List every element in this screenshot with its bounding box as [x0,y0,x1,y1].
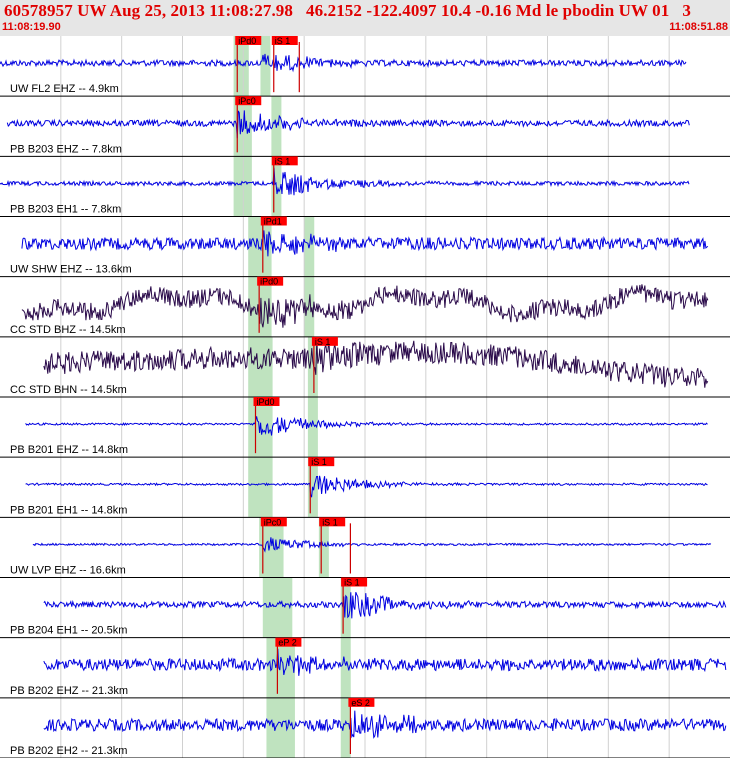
waveform-trace [32,537,712,553]
station-label: CC STD BHN -- 14.5km [10,384,127,396]
waveform-trace [43,592,727,619]
waveform-trace [0,167,690,196]
phase-pick-marker[interactable] [271,36,298,45]
seismogram-panel[interactable]: iPd0 iS 1 iPc0 iS 1 iPd1 iPd0 iS 1 iPd0 iS 1 iPc0… [0,36,730,758]
station-label: PB B201 EH1 -- 14.8km [10,504,127,516]
phase-pick-label: iPc0 [238,96,256,106]
phase-pick-label: iS 1 [275,36,291,46]
phase-pick-label: iS 1 [322,517,338,527]
phase-pick-label: iPc0 [264,517,282,527]
waveform-trace [43,648,727,676]
phase-pick-marker[interactable] [311,336,338,346]
waveform-trace [43,710,727,739]
pick-window-p [248,457,273,518]
phase-pick-label: iS 1 [315,337,331,347]
phase-pick-label: iS 1 [311,457,327,467]
waveform-trace [0,53,687,73]
pick-window-s [304,276,315,337]
station-label: UW FL2 EHZ -- 4.9km [10,83,119,95]
phase-pick-marker[interactable] [235,36,262,45]
station-label: PB B201 EHZ -- 14.8km [10,444,128,456]
phase-pick-label: iPd0 [260,277,278,287]
station-label: PB B202 EH2 -- 21.3km [10,745,127,757]
station-label: UW SHW EHZ -- 13.6km [10,264,132,276]
phase-pick-marker[interactable] [319,517,346,527]
waveform-trace [21,284,709,328]
pick-window-p [233,156,252,217]
phase-pick-label: iPd0 [257,397,275,407]
pick-window-s [307,397,318,458]
waveform-trace [43,339,709,388]
phase-pick-marker[interactable] [235,96,262,106]
start-time-label: 11:08:19.90 [2,21,61,33]
pick-window-p [248,276,272,337]
phase-pick-marker[interactable] [348,697,375,707]
phase-pick-marker[interactable] [308,457,335,467]
station-label: CC STD BHZ -- 14.5km [10,324,126,336]
pick-window-p [248,216,272,277]
waveform-trace [25,416,708,436]
station-label: UW LVP EHZ -- 16.6km [10,565,126,577]
phase-pick-label: iS 1 [275,156,291,166]
phase-pick-marker[interactable] [257,276,284,286]
pick-window-s [340,637,351,698]
waveform-trace [25,475,708,498]
station-label: PB B203 EHZ -- 7.8km [10,143,122,155]
waveform-trace [21,230,709,257]
pick-window-p [262,577,293,638]
phase-pick-marker[interactable] [271,156,298,166]
station-label: PB B204 EH1 -- 20.5km [10,625,127,637]
phase-pick-label: iS 1 [344,578,360,588]
phase-pick-label: eS 2 [351,698,370,708]
event-title: 60578957 UW Aug 25, 2013 11:08:27.98 46.… [4,1,691,20]
pick-window-s [340,697,351,758]
station-label: PB B202 EHZ -- 21.3km [10,685,128,697]
end-time-label: 11:08:51.88 [669,21,728,33]
station-label: PB B203 EH1 -- 7.8km [10,204,121,216]
phase-pick-marker[interactable] [260,517,287,527]
waveform-trace [6,110,690,139]
phase-pick-label: eP 2 [278,638,296,648]
pick-window-p [266,697,295,758]
phase-pick-marker[interactable] [275,637,302,647]
pick-window-s [260,36,271,97]
phase-pick-label: iPd1 [264,217,282,227]
header-bar: 60578957 UW Aug 25, 2013 11:08:27.98 46.… [0,0,730,36]
phase-pick-label: iPd0 [238,36,256,46]
phase-pick-marker[interactable] [253,397,280,406]
pick-window-s [307,336,318,397]
phase-pick-marker[interactable] [260,216,287,226]
phase-pick-marker[interactable] [341,577,368,587]
pick-window-p [266,637,295,698]
pick-window-s [318,517,329,578]
